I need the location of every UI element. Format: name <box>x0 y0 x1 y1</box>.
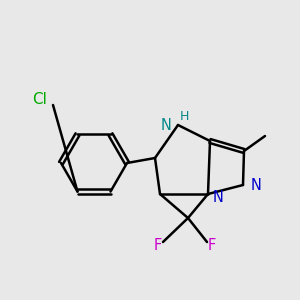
Text: F: F <box>154 238 162 253</box>
Text: H: H <box>180 110 189 122</box>
Text: Cl: Cl <box>33 92 47 107</box>
Text: N: N <box>251 178 262 193</box>
Text: N: N <box>213 190 224 205</box>
Text: F: F <box>208 238 216 253</box>
Text: N: N <box>161 118 172 133</box>
